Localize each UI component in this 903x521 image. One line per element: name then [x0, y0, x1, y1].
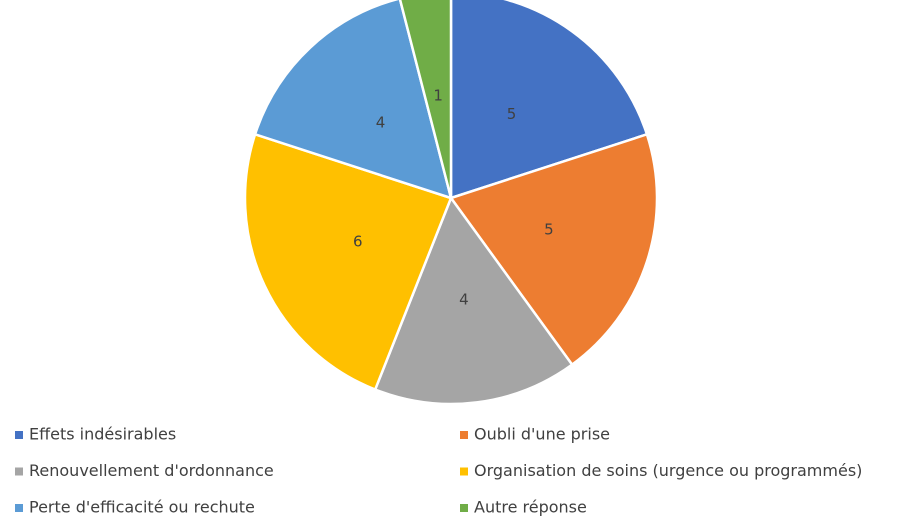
- pie-slice: [243, 132, 453, 392]
- legend-label: Organisation de soins (urgence ou progra…: [474, 461, 862, 480]
- legend-swatch: [15, 467, 23, 476]
- data-label: 6: [353, 232, 363, 250]
- pie-slice: [373, 195, 574, 406]
- pie-slice: [449, 0, 649, 200]
- pie-slice: [448, 132, 659, 367]
- data-label: 4: [459, 291, 469, 309]
- legend-label: Perte d'efficacité ou rechute: [29, 498, 255, 517]
- legend-label: Effets indésirables: [29, 425, 176, 444]
- legend-label: Oubli d'une prise: [474, 425, 610, 444]
- data-label: 1: [433, 86, 443, 104]
- legend-swatch: [460, 467, 468, 476]
- legend-swatch: [15, 431, 23, 439]
- pie-slice: [253, 0, 453, 200]
- legend-label: Renouvellement d'ordonnance: [29, 461, 274, 480]
- legend-swatch: [460, 504, 468, 512]
- data-label: 4: [376, 113, 386, 131]
- legend-swatch: [460, 431, 468, 439]
- legend-label: Autre réponse: [474, 498, 587, 517]
- data-label: 5: [544, 220, 554, 238]
- pie-slice: [398, 0, 453, 199]
- legend-swatch: [15, 504, 23, 512]
- data-label: 5: [507, 105, 517, 123]
